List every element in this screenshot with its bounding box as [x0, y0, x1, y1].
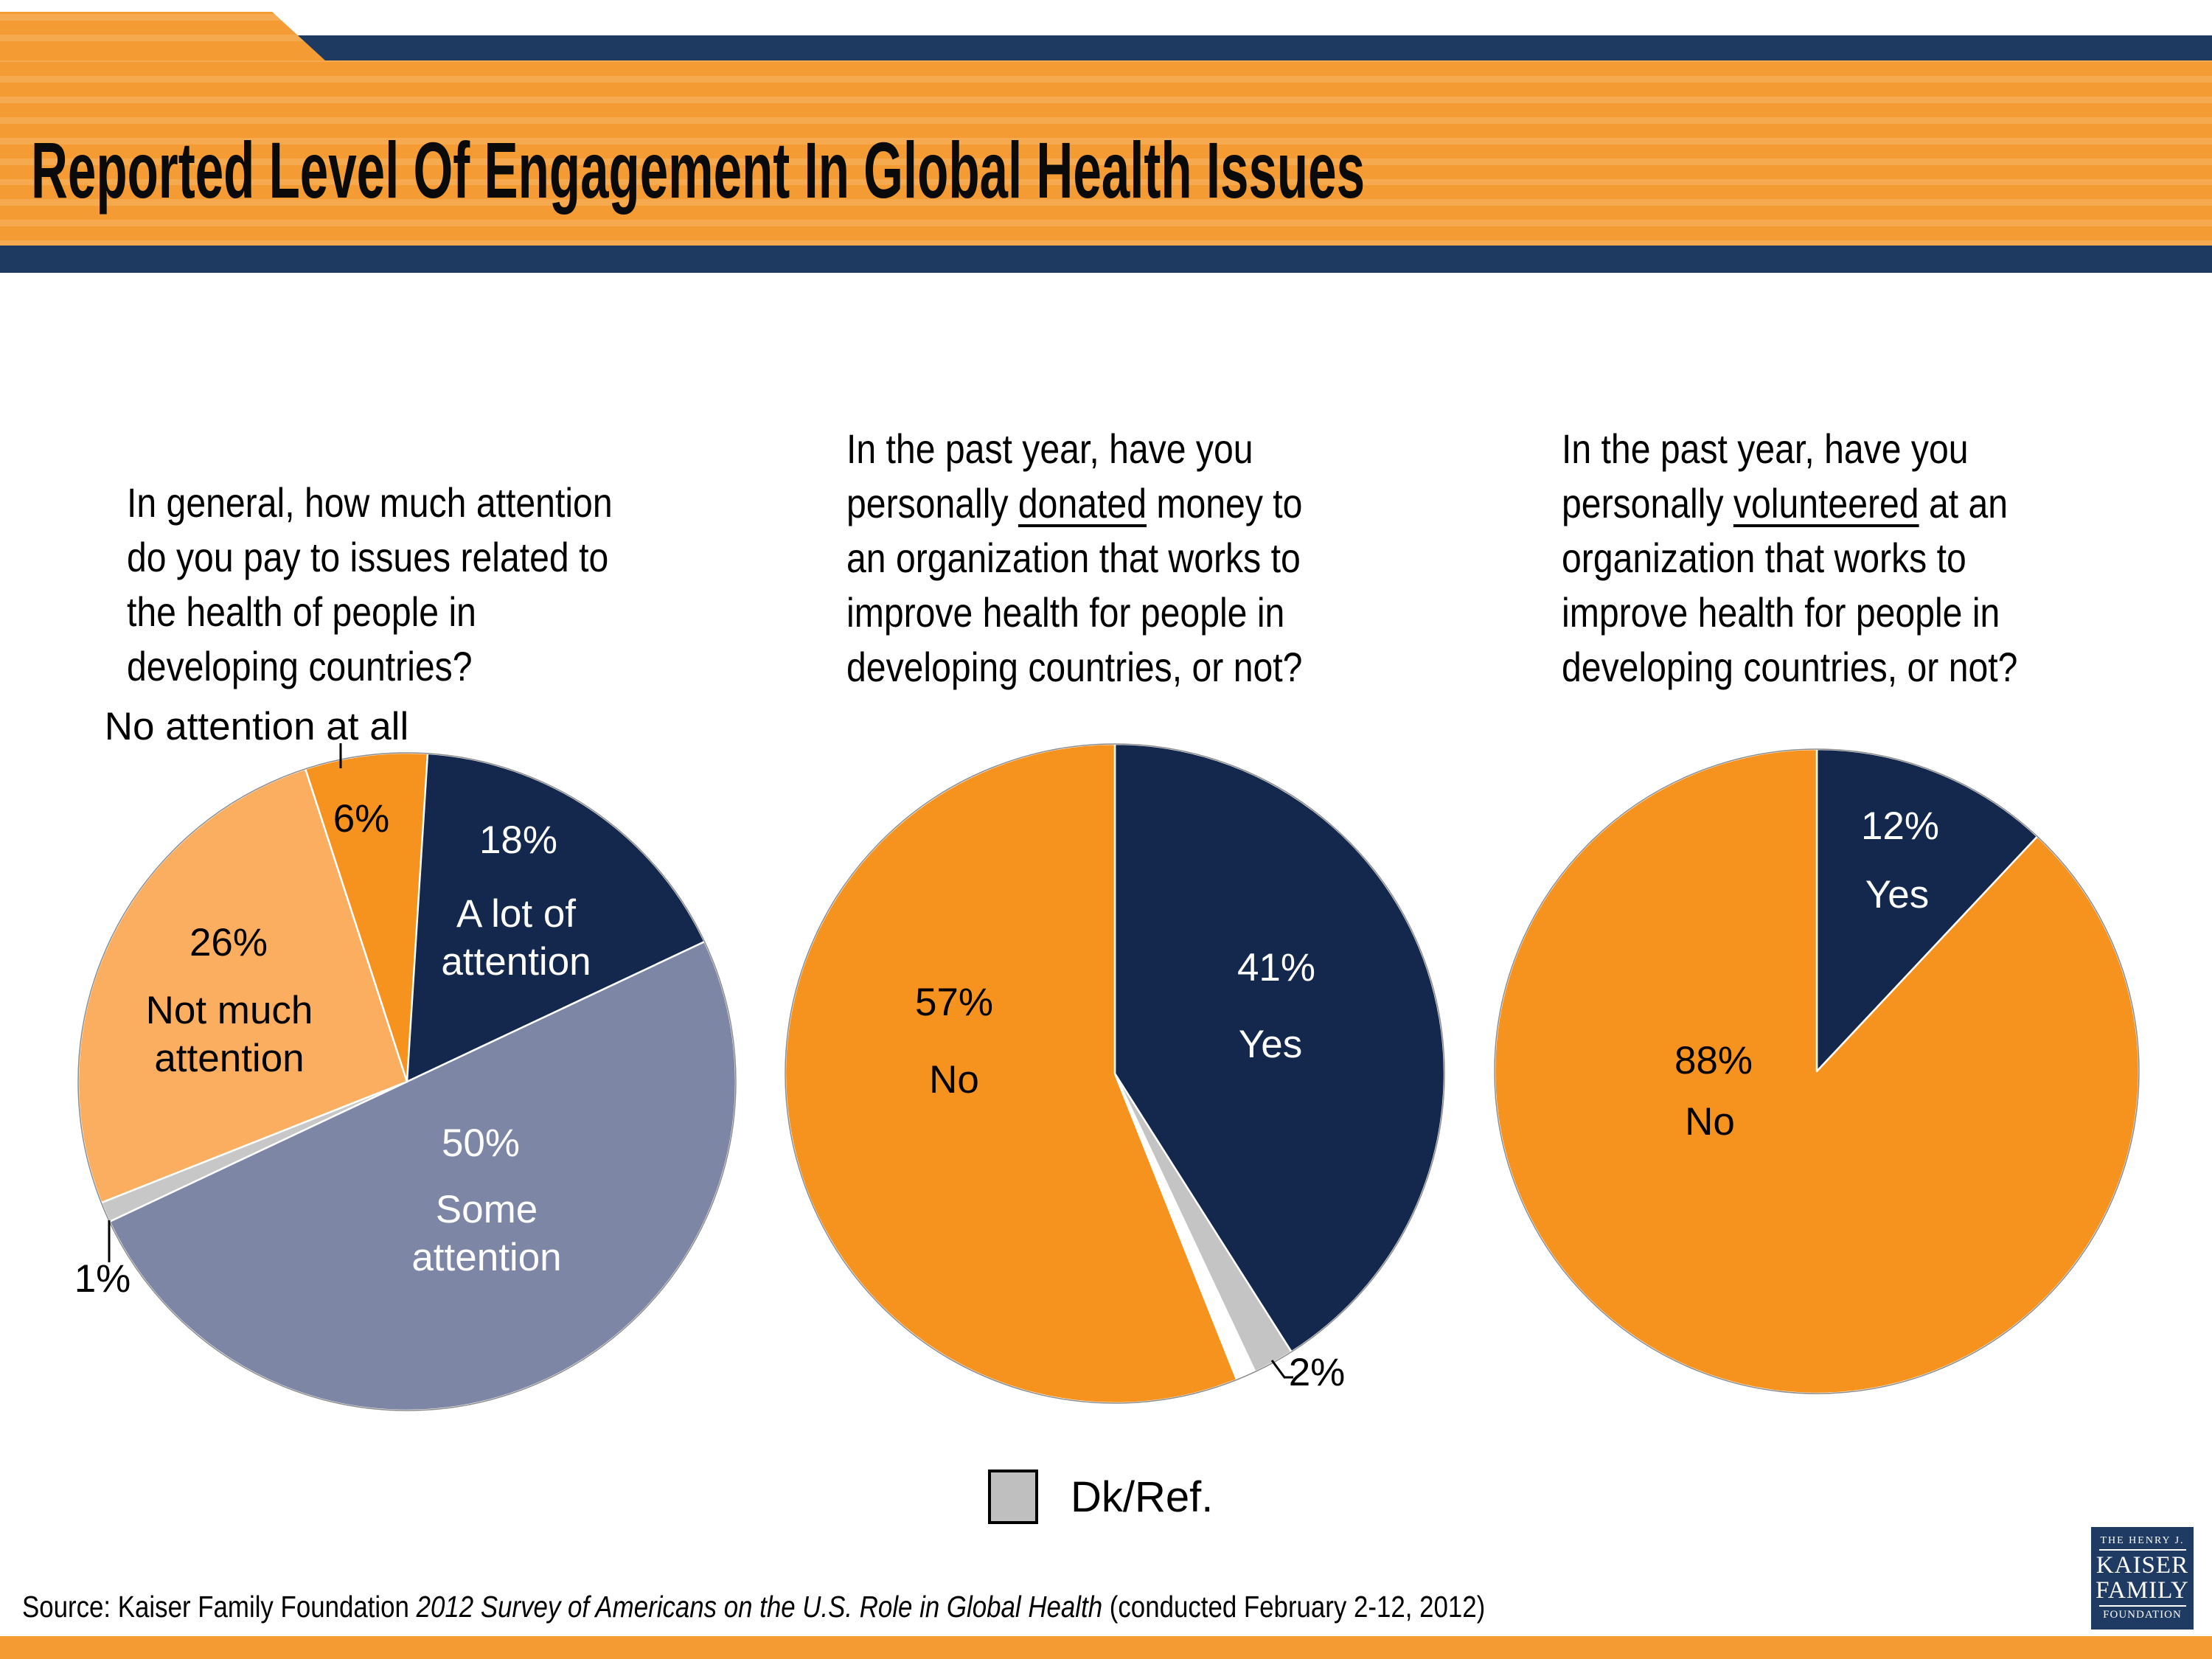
kff-logo-rule	[2098, 1605, 2186, 1607]
pie-2-label-yes: Yes	[1239, 1023, 1302, 1066]
pie-1-slice-not-much-attention	[77, 768, 408, 1204]
pie-3-label-yes: Yes	[1865, 873, 1929, 917]
pie-1-label-some-attention: Some attention	[411, 1188, 561, 1279]
question-text: In general, how much attention do you pa…	[127, 479, 613, 689]
pie-2-label-41: 41%	[1237, 946, 1315, 990]
source-prefix: Source: Kaiser Family Foundation	[22, 1590, 417, 1624]
kff-logo-line4: FOUNDATION	[2103, 1609, 2182, 1621]
pie-2-slice-no	[784, 742, 1238, 1405]
pie-1-outline	[77, 752, 737, 1411]
header-navy-bar	[0, 35, 2212, 60]
page-title: Reported Level Of Engagement In Global H…	[31, 125, 1366, 215]
question-text: at an organization that works to improve…	[1562, 480, 2018, 690]
source-suffix: (conducted February 2-12, 2012)	[1102, 1590, 1486, 1624]
footer-orange-bar	[0, 1636, 2212, 1659]
pie-2-outline	[785, 743, 1445, 1404]
header-orange-banner	[0, 60, 2212, 246]
pie-1-label-not-much-attention: Not much attention	[146, 989, 313, 1080]
pie-2-leader-line	[1270, 1360, 1293, 1379]
pie-3-label-88: 88%	[1674, 1039, 1753, 1082]
legend-swatch-gray	[988, 1470, 1038, 1524]
legend-label: Dk/Ref.	[1071, 1472, 1214, 1521]
header-navy-stripe	[0, 246, 2212, 273]
pie-3-label-no: No	[1685, 1100, 1735, 1144]
question-attention: In general, how much attention do you pa…	[127, 476, 613, 694]
question-text: In the past year, have you personally	[1562, 425, 1969, 526]
kff-logo: THE HENRY J. KAISER FAMILY FOUNDATION	[2091, 1527, 2194, 1630]
pie-3-slice-no	[1493, 748, 2140, 1395]
pie-1-label-26: 26%	[189, 921, 268, 964]
pie-3-outline	[1494, 748, 2140, 1394]
header-orange-tab	[0, 12, 325, 60]
question-underlined-word: volunteered	[1733, 480, 1919, 526]
source-note: Source: Kaiser Family Foundation 2012 Su…	[22, 1590, 1485, 1624]
kff-logo-line2: KAISER	[2096, 1552, 2189, 1579]
pie-3-label-12: 12%	[1861, 804, 1939, 848]
pie-1-label-a-lot-of-attention: A lot of attention	[441, 892, 591, 984]
pie-2-label-2: 2%	[1289, 1351, 1346, 1394]
pie-1-slice-no-attention-at-all	[304, 751, 429, 1083]
pie-1-label-1: 1%	[74, 1257, 131, 1301]
question-text: In the past year, have you personally	[846, 425, 1253, 526]
question-donated: In the past year, have you personally do…	[846, 422, 1302, 695]
kff-logo-rule	[2098, 1549, 2186, 1551]
pie-2-label-57: 57%	[915, 981, 993, 1024]
legend-dkref: Dk/Ref.	[988, 1470, 1213, 1524]
pie-3-slice-yes	[1815, 748, 2039, 1073]
pie-2-label-no: No	[929, 1058, 979, 1102]
pie-1-label-18: 18%	[479, 818, 557, 862]
pie-1-label-50: 50%	[442, 1121, 520, 1165]
pie-1-slice-a-lot-of-attention	[406, 751, 706, 1083]
kff-logo-line3: FAMILY	[2096, 1577, 2189, 1604]
pie-1-label-6: 6%	[333, 797, 390, 841]
source-survey-name: 2012 Survey of Americans on the U.S. Rol…	[416, 1590, 1103, 1624]
question-text: money to an organization that works to i…	[846, 480, 1303, 690]
pie-1-slice-some-attention	[108, 940, 737, 1412]
question-volunteered: In the past year, have you personally vo…	[1562, 422, 2017, 695]
kff-logo-line1: THE HENRY J.	[2100, 1535, 2185, 1546]
question-underlined-word: donated	[1018, 480, 1147, 526]
pie-1-label-no-attention-at-all: No attention at all	[105, 705, 408, 748]
pie-2-slice-yes	[1113, 742, 1446, 1353]
